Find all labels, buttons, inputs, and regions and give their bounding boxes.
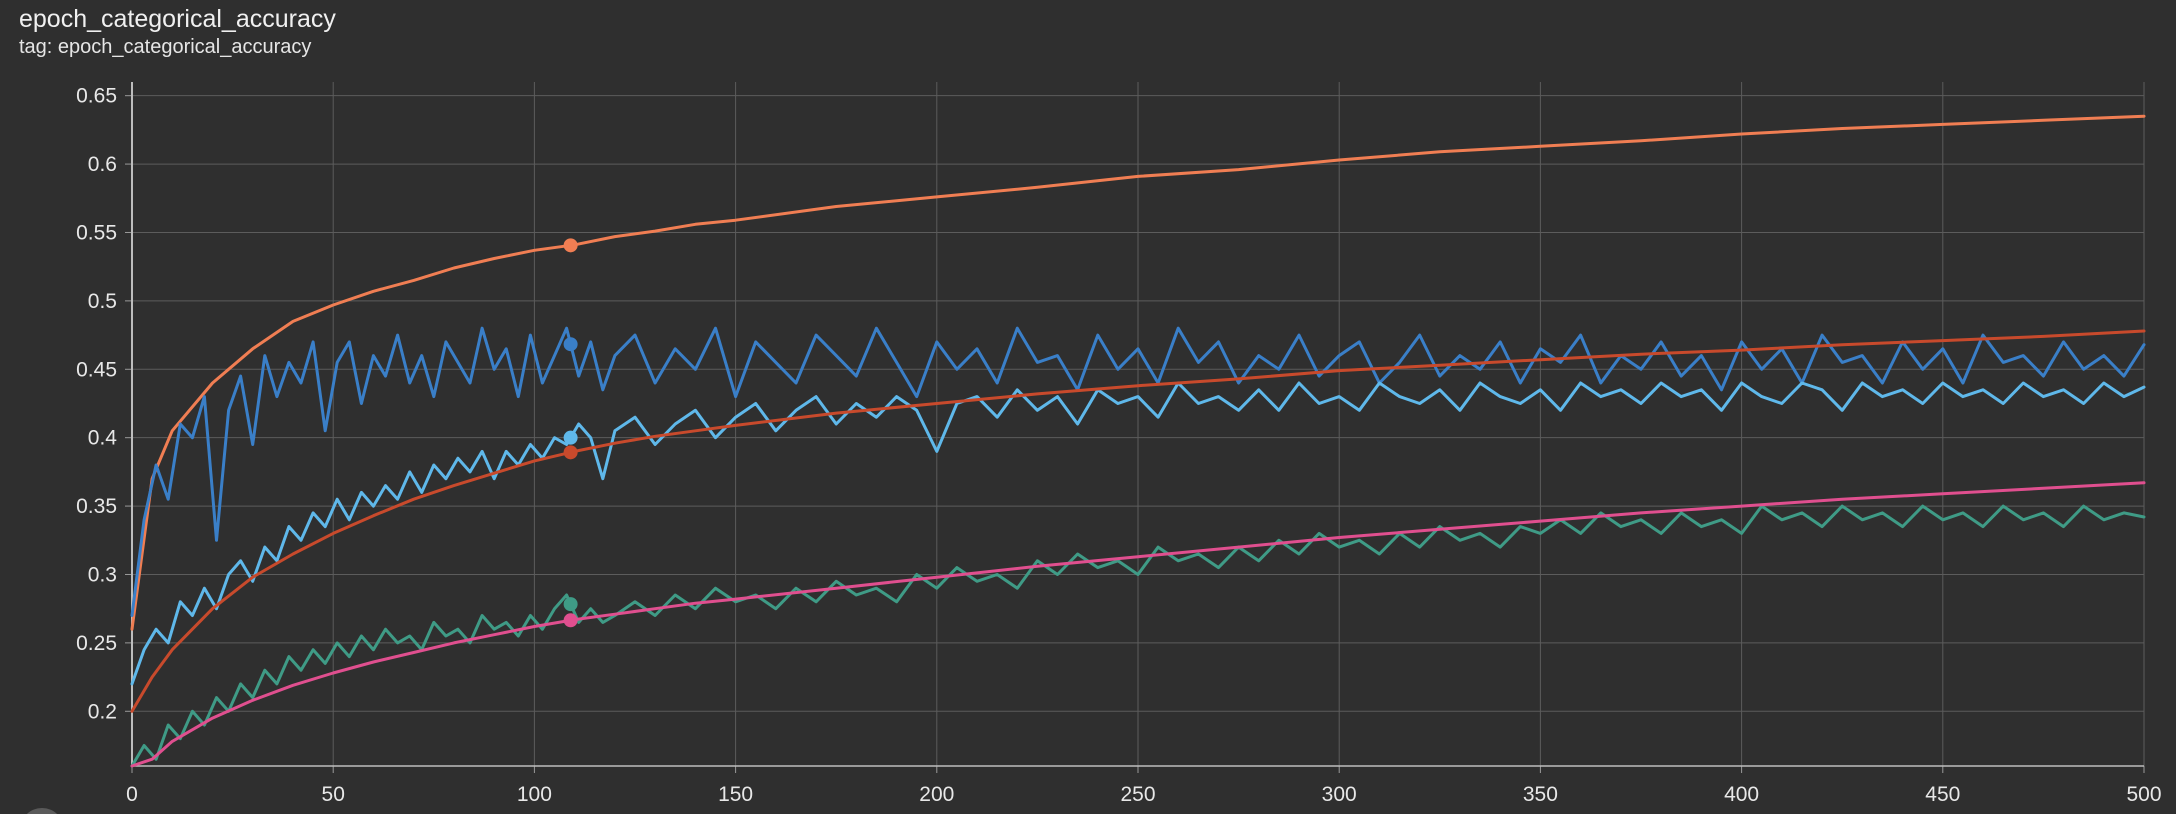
series-lines: [130, 114, 2146, 768]
x-tick-label: 350: [1523, 783, 1558, 806]
x-tick-label: 300: [1322, 783, 1357, 806]
x-tick-label: 400: [1724, 783, 1759, 806]
fullscreen-toggle-button[interactable]: [20, 808, 64, 814]
hover-point-2: [563, 337, 578, 352]
series-line-2: [130, 326, 2146, 617]
y-tick-label: 0.65: [76, 85, 117, 108]
grid-lines: [131, 82, 2145, 766]
y-tick-label: 0.3: [88, 563, 117, 586]
y-tick-label: 0.4: [88, 427, 118, 450]
x-tick-label: 250: [1120, 783, 1155, 806]
series-line-4: [130, 329, 2146, 713]
y-tick-label: 0.35: [76, 495, 117, 518]
hover-markers: [563, 238, 578, 628]
x-tick-label: 100: [517, 783, 552, 806]
x-tick-label: 50: [322, 783, 345, 806]
y-tick-label: 0.55: [76, 221, 117, 244]
hover-point-5: [563, 597, 578, 612]
x-tick-label: 200: [919, 783, 954, 806]
x-tick-label: 450: [1925, 783, 1960, 806]
y-tick-label: 0.5: [88, 290, 117, 313]
y-tick-labels: 0.2 0.25 0.3 0.35 0.4 0.45 0.5 0.55 0.6 0.65: [76, 85, 117, 724]
y-tick-label: 0.45: [76, 358, 117, 381]
x-tick-label: 0: [126, 783, 138, 806]
hover-point-4: [563, 445, 578, 460]
series-line-5: [130, 504, 2146, 768]
x-tick-label: 150: [718, 783, 753, 806]
series-line-6: [130, 481, 2146, 768]
chart-tag: tag: epoch_categorical_accuracy: [19, 36, 312, 58]
y-tick-label: 0.6: [88, 153, 117, 176]
series-line-1: [130, 114, 2146, 631]
x-tick-label: 500: [2126, 783, 2161, 806]
y-tick-label: 0.25: [76, 632, 117, 655]
chart-title: epoch_categorical_accuracy: [19, 5, 336, 33]
hover-point-1: [563, 238, 578, 253]
hover-point-3: [563, 430, 578, 445]
hover-point-6: [563, 613, 578, 628]
series-line-3: [130, 381, 2146, 686]
y-tick-label: 0.2: [88, 700, 117, 723]
x-tick-labels: 0 50 100 150 200 250 300 350 400 450 500: [126, 783, 2161, 806]
axes: [125, 82, 2145, 773]
